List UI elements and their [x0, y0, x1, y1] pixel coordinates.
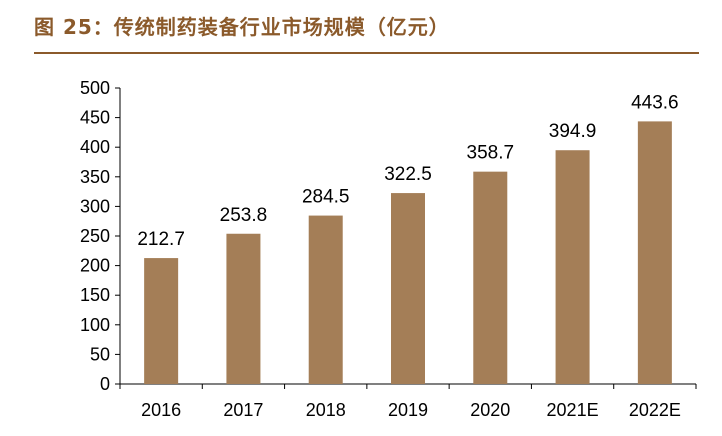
x-tick-label: 2016: [141, 400, 181, 420]
bar-value-label: 322.5: [384, 164, 432, 185]
y-tick-label: 150: [80, 285, 110, 305]
x-tick-label: 2019: [388, 400, 428, 420]
bar: [473, 171, 508, 384]
bar: [637, 121, 672, 385]
bar: [555, 150, 590, 384]
x-tick-label: 2022E: [629, 400, 681, 420]
y-tick-label: 100: [80, 315, 110, 335]
bar: [144, 258, 179, 384]
x-tick-label: 2020: [470, 400, 510, 420]
bar-value-label: 358.7: [467, 143, 515, 164]
figure-title: 图 25：传统制药装备行业市场规模（亿元）: [34, 15, 450, 39]
y-tick-label: 250: [80, 226, 110, 246]
y-tick-label: 200: [80, 256, 110, 276]
y-tick-label: 50: [90, 344, 110, 364]
x-tick-label: 2021E: [547, 400, 599, 420]
y-tick-label: 400: [80, 137, 110, 157]
bar: [391, 193, 425, 384]
bar-value-label: 284.5: [302, 187, 350, 208]
x-tick-label: 2017: [223, 400, 263, 420]
x-tick-label: 2018: [306, 400, 346, 420]
y-tick-label: 450: [80, 108, 110, 128]
y-tick-label: 350: [80, 167, 110, 187]
y-tick-label: 0: [100, 374, 110, 394]
bar: [308, 215, 343, 384]
bar: [226, 233, 261, 384]
bar-value-label: 212.7: [137, 229, 185, 250]
y-tick-label: 300: [80, 196, 110, 216]
bar-value-label: 443.6: [631, 92, 679, 113]
bar-value-label: 253.8: [220, 205, 268, 226]
y-tick-label: 500: [80, 78, 110, 98]
title-divider: [34, 52, 699, 54]
bar-value-label: 394.9: [549, 121, 597, 142]
